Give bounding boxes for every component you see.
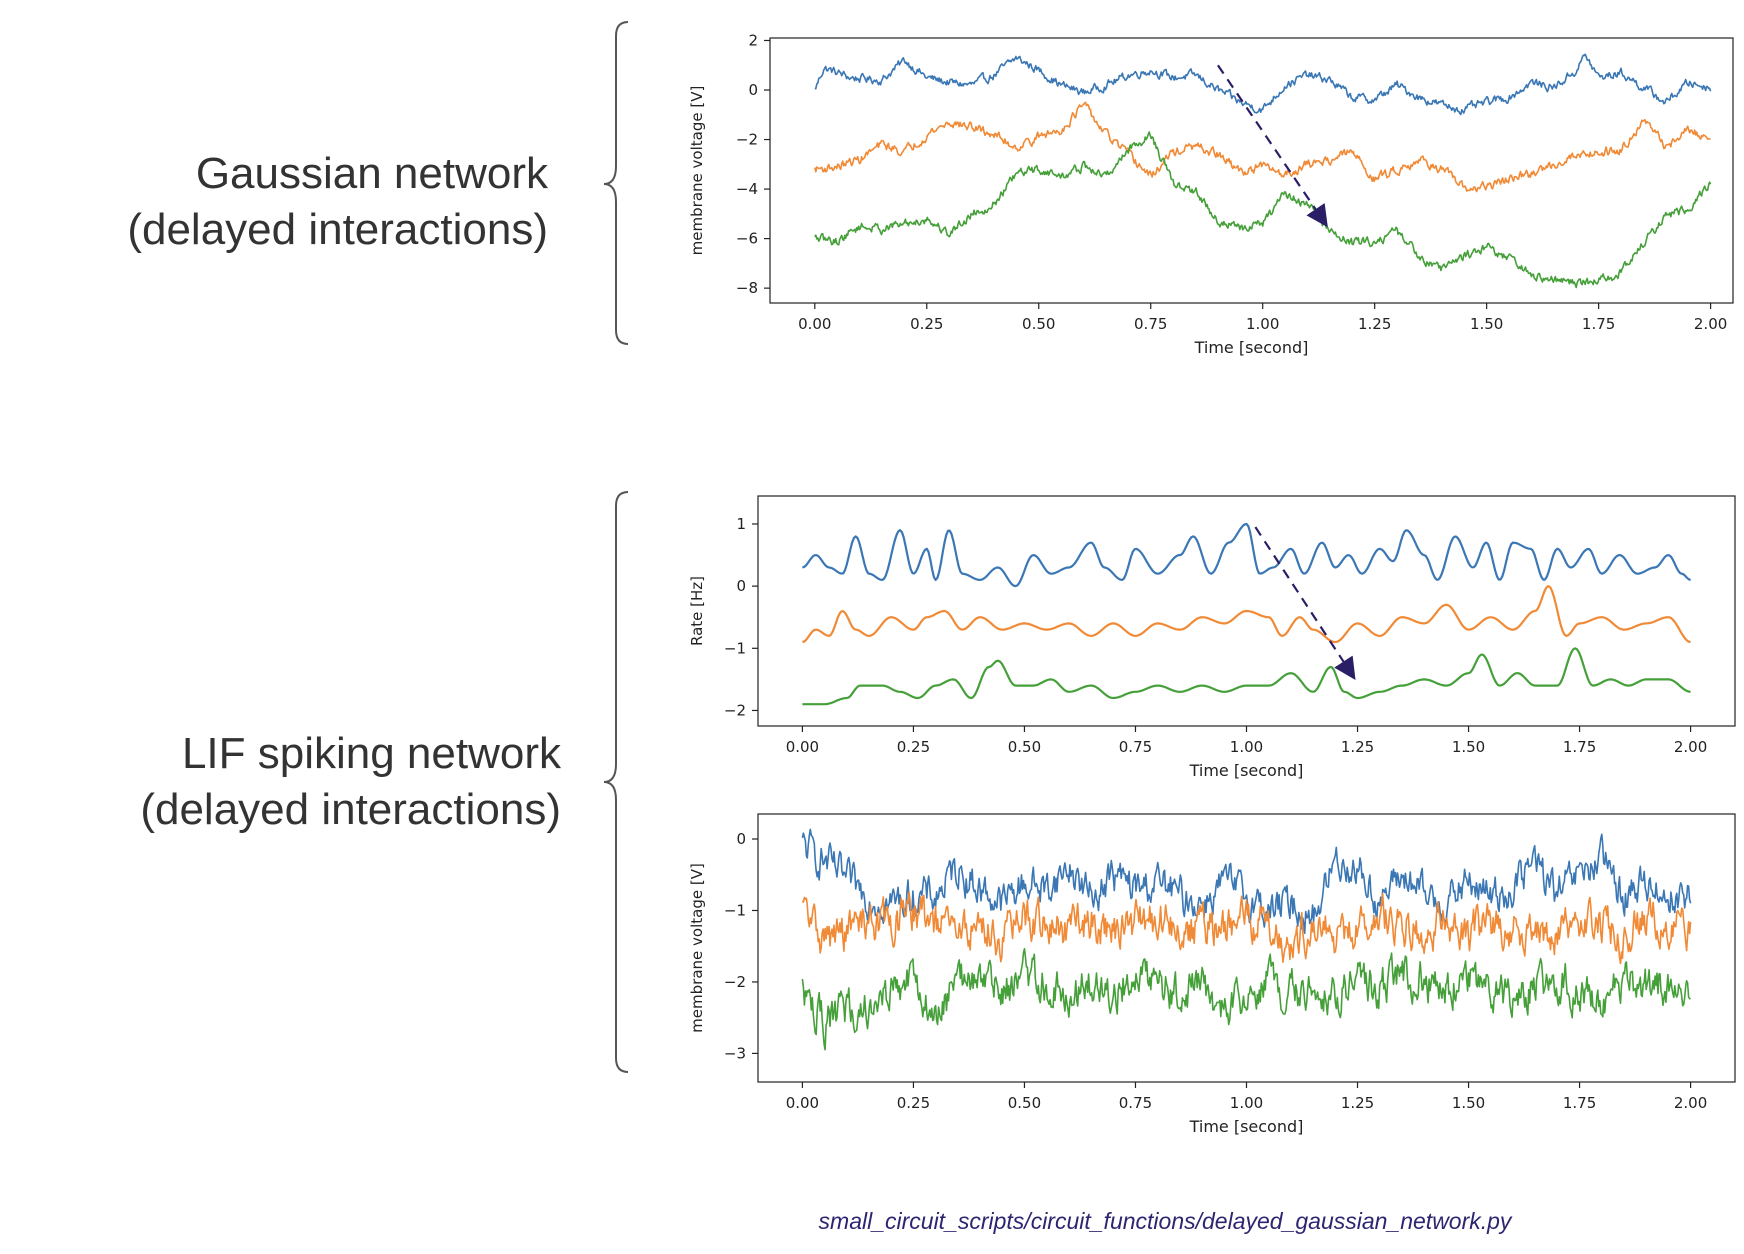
x-tick-label: 1.00 [1246,315,1279,333]
gaussian-voltage-chart: 0.00 0.25 0.50 0.75 1.00 1.25 1.50 1.75 2.00 2 0 −2… [688,31,1734,357]
x-tick-label: 1.25 [1341,1094,1374,1112]
delay-arrow [1216,64,1328,228]
lif-rate-chart: 0.00 0.25 0.50 0.75 1.00 1.25 1.50 1.75 2.00 1 0 −1… [688,495,1736,780]
x-tick-label: 0.75 [1119,1094,1152,1112]
x-tick-label: 1.75 [1582,315,1615,333]
y-tick-label: −2 [724,701,746,719]
series-line-green [801,948,1691,1051]
gaussian-label-line2: (delayed interactions) [127,205,548,254]
x-tick-label: 0.50 [1008,1094,1041,1112]
series-line-blue [802,522,1691,588]
gaussian-network-label: Gaussian network (delayed interactions) [20,146,548,258]
x-tick-label: 2.00 [1674,1094,1707,1112]
series-line-orange [802,584,1691,644]
x-tick-label: 0.00 [786,1094,819,1112]
x-tick-label: 0.00 [786,738,819,756]
lif-label-line1: LIF spiking network [181,729,561,778]
x-tick-label: 1.50 [1470,315,1503,333]
gaussian-label-line1: Gaussian network [195,149,548,198]
y-axis-label: membrane voltage [V] [688,863,706,1033]
series-line-orange [814,101,1711,193]
series-line-green [814,131,1712,289]
y-tick-label: 0 [736,577,746,595]
y-tick-label: −6 [736,230,758,248]
y-tick-label: −1 [724,901,746,919]
y-axis-label: membrane voltage [V] [688,86,706,256]
x-tick-label: 0.50 [1022,315,1055,333]
x-tick-label: 2.00 [1694,315,1727,333]
series-line-blue [801,828,1692,935]
series-line-blue [814,53,1712,116]
x-tick-label: 0.75 [1134,315,1167,333]
y-tick-label: 2 [748,31,758,49]
y-tick-label: 0 [736,830,746,848]
y-tick-label: −2 [724,973,746,991]
x-tick-label: 1.50 [1452,1094,1485,1112]
x-tick-label: 0.00 [798,315,831,333]
delay-arrow [1254,526,1356,680]
x-tick-label: 0.25 [897,738,930,756]
series-line-green [802,647,1691,706]
script-path-caption: small_circuit_scripts/circuit_functions/… [818,1208,1512,1234]
lif-brace [603,491,629,1073]
x-tick-label: 1.75 [1563,1094,1596,1112]
gaussian-brace [603,21,629,345]
x-tick-label: 1.25 [1358,315,1391,333]
y-axis-label: Rate [Hz] [688,576,706,646]
x-tick-label: 0.75 [1119,738,1152,756]
series-line-orange [801,891,1692,965]
y-tick-label: 1 [736,515,746,533]
x-tick-label: 1.00 [1230,738,1263,756]
y-tick-label: 0 [748,81,758,99]
y-tick-label: −1 [724,639,746,657]
x-tick-label: 0.25 [897,1094,930,1112]
x-tick-label: 1.25 [1341,738,1374,756]
x-tick-label: 1.75 [1563,738,1596,756]
x-tick-label: 1.00 [1230,1094,1263,1112]
x-tick-label: 0.25 [910,315,943,333]
x-axis-label: Time [second] [1189,761,1304,780]
y-tick-label: −8 [736,279,758,297]
y-tick-label: −3 [724,1044,746,1062]
x-tick-label: 1.50 [1452,738,1485,756]
x-tick-label: 0.50 [1008,738,1041,756]
y-tick-label: −2 [736,131,758,149]
lif-voltage-chart: 0.00 0.25 0.50 0.75 1.00 1.25 1.50 1.75 2.00 0 −1 −… [688,813,1736,1136]
lif-network-label: LIF spiking network (delayed interaction… [20,726,561,838]
lif-label-line2: (delayed interactions) [140,785,561,834]
x-axis-label: Time [second] [1194,338,1309,357]
x-tick-label: 2.00 [1674,738,1707,756]
plot-frame [757,813,1736,1083]
x-axis-label: Time [second] [1189,1117,1304,1136]
y-tick-label: −4 [736,180,758,198]
plot-frame [769,37,1734,304]
